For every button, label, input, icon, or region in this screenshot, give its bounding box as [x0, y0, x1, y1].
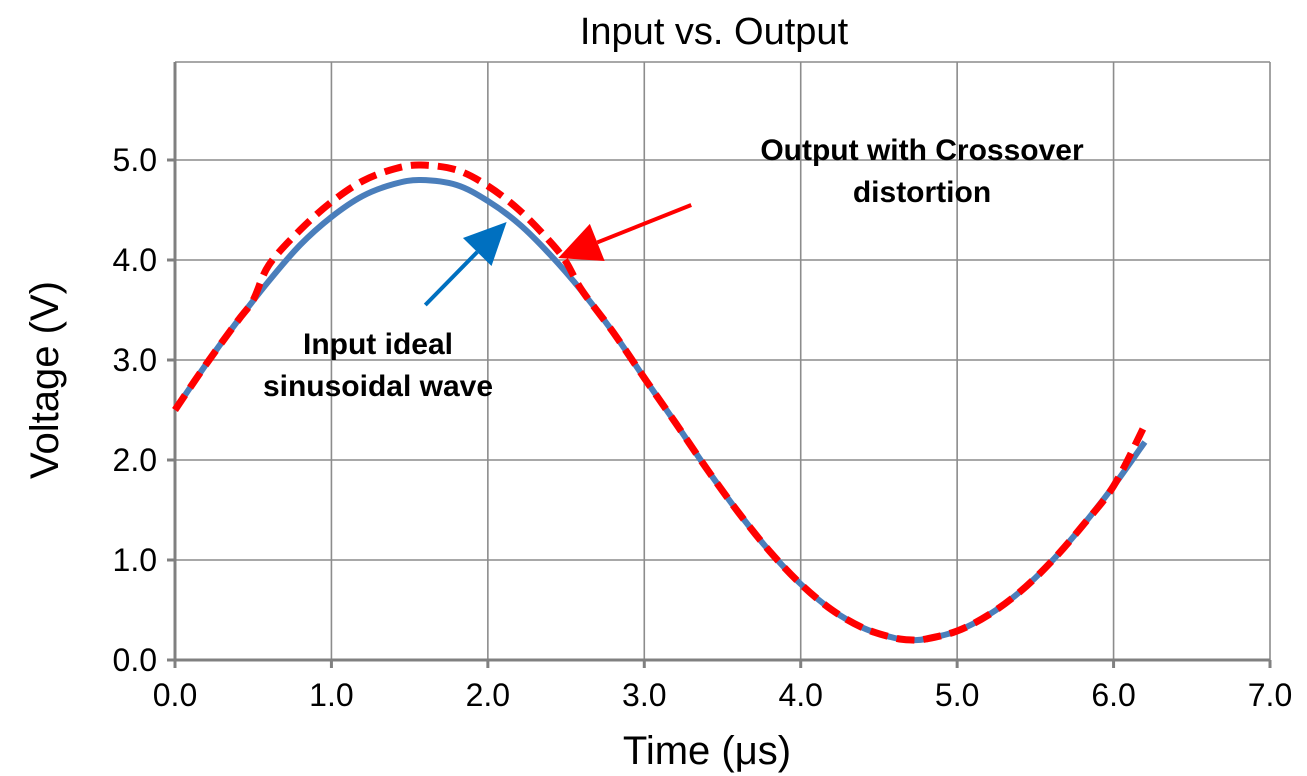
x-tick-label: 1.0 — [309, 677, 353, 713]
grid — [175, 61, 1271, 660]
series — [172, 161, 1149, 644]
input-annotation-text: sinusoidal wave — [263, 370, 493, 403]
y-tick-label: 1.0 — [113, 542, 157, 578]
output-annotation-arrow — [558, 203, 692, 262]
series-line-2 — [172, 161, 1149, 644]
x-tick-label: 3.0 — [622, 677, 666, 713]
x-axis-label: Time (μs) — [623, 729, 791, 773]
axes — [167, 62, 1272, 668]
y-tick-label: 5.0 — [113, 142, 157, 178]
x-tick-label: 6.0 — [1091, 677, 1135, 713]
y-tick-label: 2.0 — [113, 442, 157, 478]
x-tick-label: 5.0 — [935, 677, 979, 713]
x-tick-label: 4.0 — [778, 677, 822, 713]
input-annotation-text: Input ideal — [303, 328, 453, 361]
input-annotation-arrow-head — [462, 222, 507, 266]
y-tick-label: 3.0 — [113, 342, 157, 378]
output-annotation-arrow-shaft — [596, 203, 692, 245]
y-tick-label: 0.0 — [113, 642, 157, 678]
y-axis-label: Voltage (V) — [23, 281, 67, 479]
x-tick-label: 0.0 — [153, 677, 197, 713]
output-annotation-text: Output with Crossover — [760, 134, 1084, 167]
x-tick-label: 7.0 — [1248, 677, 1292, 713]
annotations: Output with Crossover distortion Input ide… — [263, 134, 1084, 403]
input-annotation-arrow-shaft — [423, 250, 479, 307]
chart-title: Input vs. Output — [580, 11, 849, 53]
x-tick-label: 2.0 — [466, 677, 510, 713]
output-annotation-text: distortion — [853, 176, 991, 209]
output-annotation-arrow-head — [558, 223, 605, 262]
series-line-1 — [172, 176, 1148, 644]
input-annotation-arrow — [423, 222, 507, 307]
tick-labels: 0.0 1.0 2.0 3.0 4.0 5.0 6.0 7.0 0.0 1.0 2.0 3.0 4.0 5… — [113, 142, 1293, 713]
y-tick-label: 4.0 — [113, 242, 157, 278]
